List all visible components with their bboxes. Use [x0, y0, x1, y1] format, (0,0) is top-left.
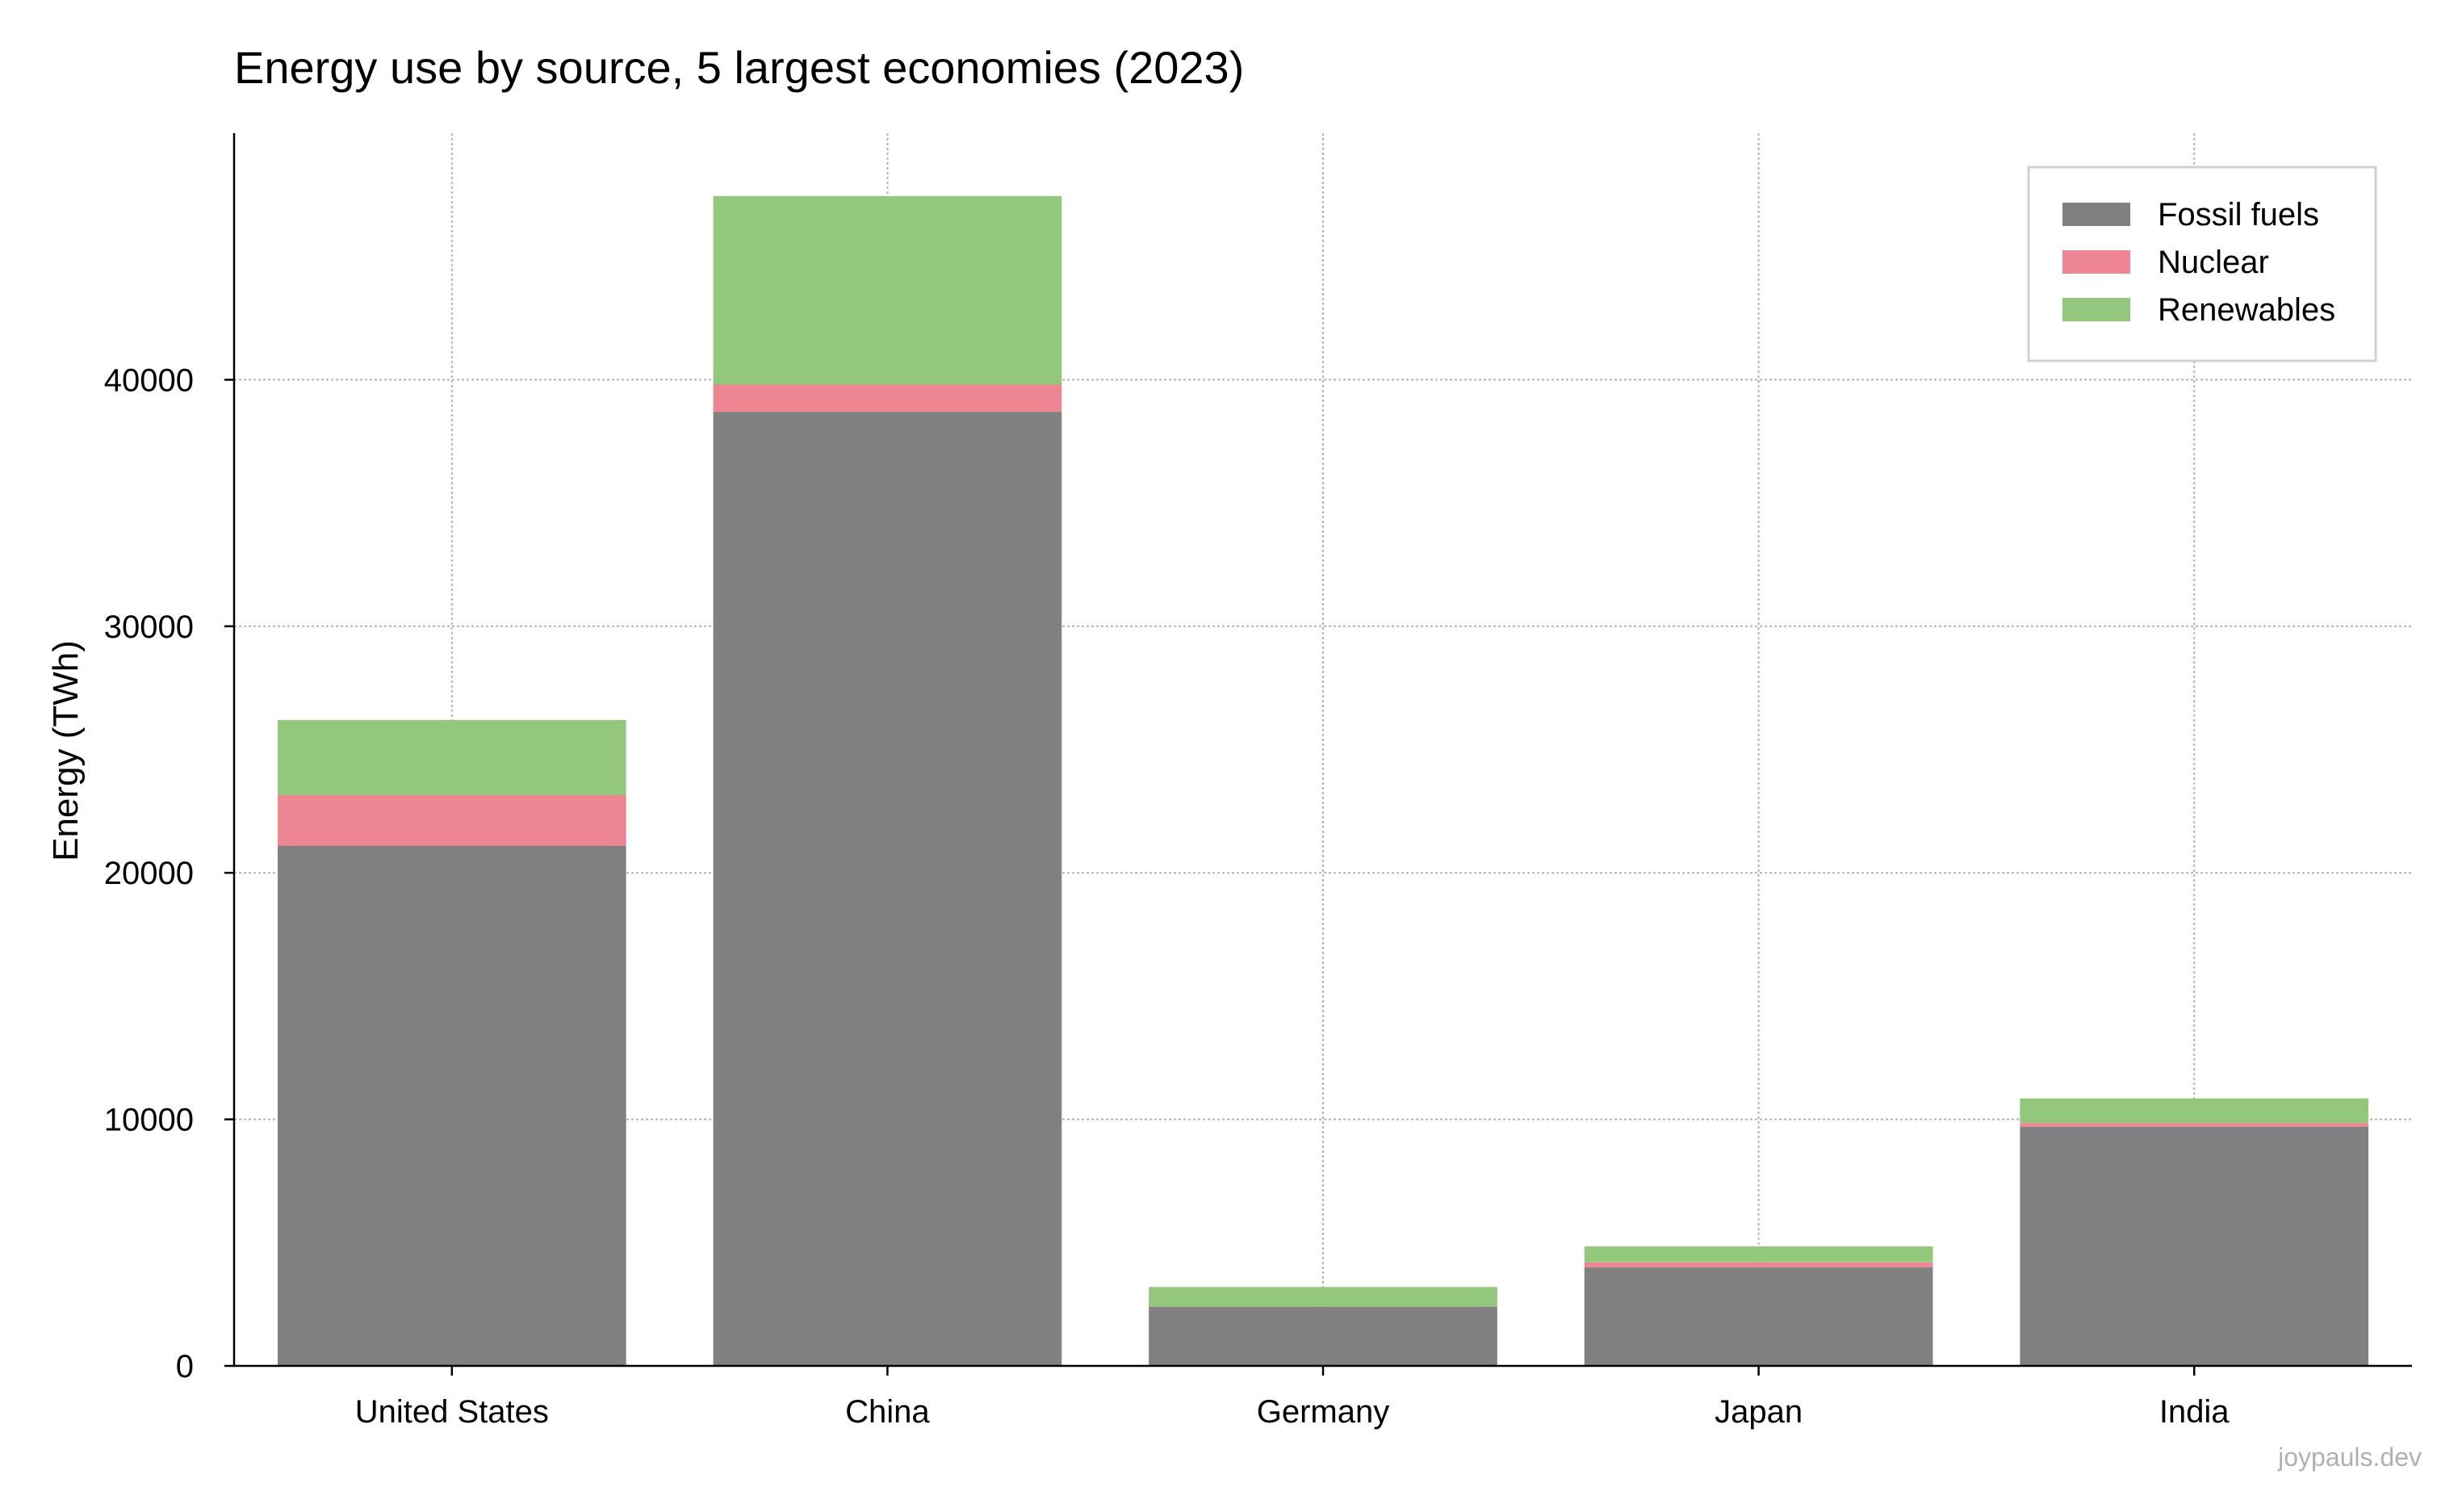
- x-tick-label: Japan: [1715, 1394, 1803, 1430]
- y-tick-label: 20000: [104, 856, 194, 891]
- watermark: joypauls.dev: [2277, 1443, 2422, 1472]
- x-tick-label: United States: [355, 1394, 549, 1430]
- bar-fossil-fuels-india: [2020, 1126, 2369, 1366]
- y-tick-label: 0: [176, 1349, 194, 1384]
- legend-label-renewables: Renewables: [2158, 292, 2335, 328]
- bar-fossil-fuels-united-states: [277, 845, 626, 1366]
- bar-fossil-fuels-china: [713, 412, 1062, 1366]
- bar-renewables-china: [713, 195, 1062, 385]
- legend: Fossil fuels Nuclear Renewables: [2027, 165, 2377, 362]
- legend-swatch-fossil-fuels: [2062, 203, 2130, 226]
- legend-swatch-nuclear: [2062, 250, 2130, 274]
- y-tick-label: 40000: [104, 362, 194, 398]
- bar-nuclear-japan: [1584, 1262, 1933, 1267]
- bar-nuclear-china: [713, 384, 1062, 413]
- y-tick-label: 30000: [104, 609, 194, 645]
- chart-title: Energy use by source, 5 largest economie…: [234, 42, 1244, 93]
- bar-fossil-fuels-germany: [1149, 1306, 1497, 1366]
- x-tick-label: China: [845, 1394, 930, 1430]
- bars-layer: [277, 195, 2369, 1366]
- legend-label-nuclear: Nuclear: [2158, 245, 2269, 280]
- bar-renewables-germany: [1149, 1287, 1497, 1307]
- y-axis-title: Energy (TWh): [46, 640, 86, 861]
- bar-renewables-united-states: [277, 719, 626, 795]
- legend-label-fossil-fuels: Fossil fuels: [2158, 197, 2319, 232]
- bar-renewables-japan: [1584, 1246, 1933, 1263]
- bar-nuclear-india: [2020, 1123, 2369, 1127]
- bar-fossil-fuels-japan: [1584, 1267, 1933, 1366]
- legend-swatch-renewables: [2062, 298, 2130, 321]
- ticks-layer: 0 10000 20000 30000 40000 United States China G…: [104, 362, 2230, 1430]
- x-tick-label: India: [2159, 1394, 2230, 1430]
- bar-renewables-india: [2020, 1098, 2369, 1124]
- y-tick-label: 10000: [104, 1103, 194, 1138]
- x-tick-label: Germany: [1257, 1394, 1390, 1430]
- bar-nuclear-united-states: [277, 794, 626, 846]
